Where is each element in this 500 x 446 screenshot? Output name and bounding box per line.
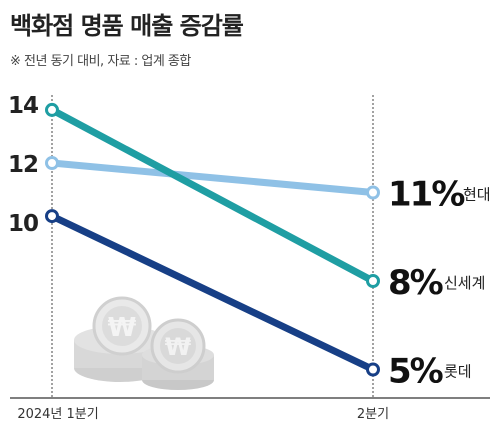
chart-subtitle: ※ 전년 동기 대비, 자료 : 업계 종합 [10, 54, 191, 69]
end-value-label: 8% [388, 263, 443, 303]
y-tick-label: 10 [8, 211, 38, 237]
end-value-label: 5% [388, 352, 443, 392]
chart-title: 백화점 명품 매출 증감률 [10, 12, 244, 40]
series-name-label: 신세계 [444, 274, 485, 292]
data-point [45, 209, 59, 224]
data-point [45, 102, 59, 117]
series-line-신세계 [48, 106, 377, 285]
end-value-label: 11% [388, 175, 464, 215]
series-name-label: 현대 [463, 186, 491, 204]
x-tick-label: 2분기 [357, 407, 389, 422]
y-tick-label: 14 [8, 93, 38, 119]
series-line-현대 [48, 159, 377, 196]
coins-icon: ₩ ₩ [74, 296, 214, 390]
svg-text:₩: ₩ [108, 313, 137, 343]
svg-text:₩: ₩ [165, 333, 192, 361]
data-point [366, 362, 380, 377]
data-point [45, 156, 59, 170]
x-tick-label: 2024년 1분기 [17, 407, 98, 422]
data-point [366, 185, 380, 200]
y-tick-label: 12 [8, 152, 38, 178]
series-line-롯데 [48, 212, 377, 373]
data-point [366, 274, 380, 288]
series-name-label: 롯데 [444, 363, 472, 381]
